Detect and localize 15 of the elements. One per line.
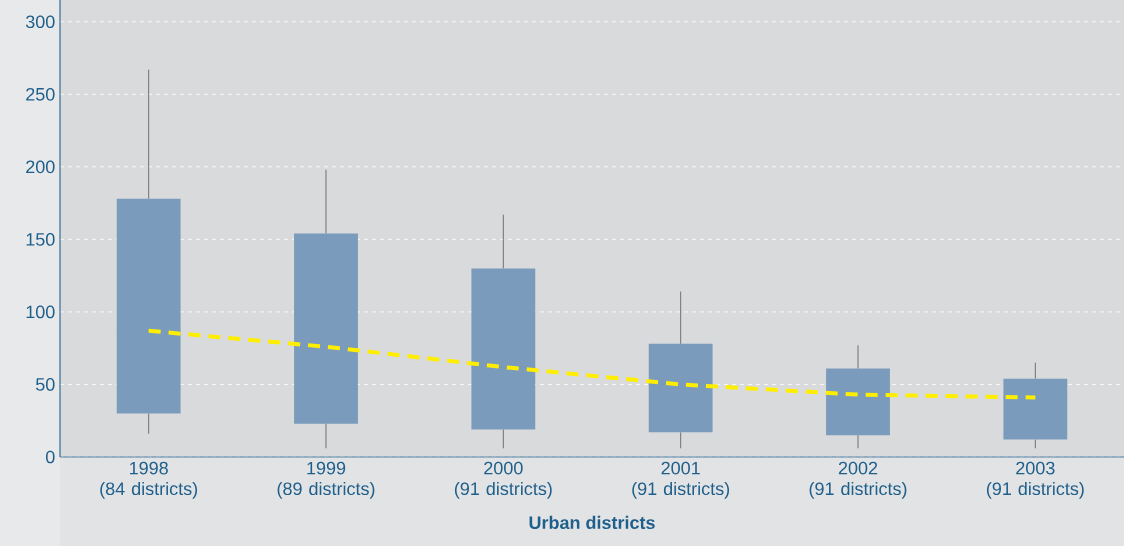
y-tick-label: 50 bbox=[35, 378, 55, 391]
x-tick-label: 2002 (91 districts) bbox=[809, 461, 907, 499]
x-tick-label: 2001 (91 districts) bbox=[632, 461, 730, 499]
y-tick-label: 150 bbox=[26, 233, 55, 246]
line-series bbox=[146, 328, 1038, 400]
y-tick-label: 300 bbox=[25, 15, 55, 29]
x-tick-label: 2003 (91 districts) bbox=[986, 461, 1084, 499]
x-tick-label: 1998 (84 districts) bbox=[100, 461, 198, 499]
x-tick-label: 2000 (91 districts) bbox=[454, 461, 552, 499]
y-tick-label: 100 bbox=[26, 305, 55, 319]
y-tick-label: 0 bbox=[45, 450, 55, 464]
y-tick-label: 250 bbox=[26, 87, 55, 101]
y-tick-label: 200 bbox=[26, 160, 55, 174]
x-axis-title: Urban districts bbox=[529, 515, 655, 530]
x-tick-label: 1999 (89 districts) bbox=[277, 461, 375, 499]
